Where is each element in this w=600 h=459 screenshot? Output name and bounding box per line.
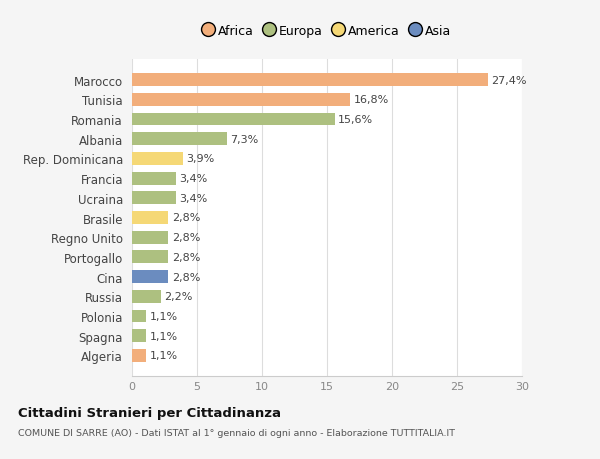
Text: 2,8%: 2,8% — [172, 272, 200, 282]
Bar — [132, 251, 169, 264]
Legend: Africa, Europa, America, Asia: Africa, Europa, America, Asia — [203, 25, 451, 38]
Bar — [132, 113, 335, 126]
Text: 7,3%: 7,3% — [230, 134, 259, 145]
Bar — [132, 290, 161, 303]
Text: 1,1%: 1,1% — [149, 311, 178, 321]
Text: Cittadini Stranieri per Cittadinanza: Cittadini Stranieri per Cittadinanza — [18, 406, 281, 419]
Bar — [132, 330, 146, 342]
Bar — [132, 349, 146, 362]
Bar — [132, 271, 169, 283]
Bar — [132, 153, 182, 165]
Bar — [132, 94, 350, 106]
Text: 3,4%: 3,4% — [179, 174, 208, 184]
Text: 3,4%: 3,4% — [179, 193, 208, 203]
Bar — [132, 192, 176, 205]
Bar — [132, 74, 488, 87]
Bar — [132, 133, 227, 146]
Text: COMUNE DI SARRE (AO) - Dati ISTAT al 1° gennaio di ogni anno - Elaborazione TUTT: COMUNE DI SARRE (AO) - Dati ISTAT al 1° … — [18, 428, 455, 437]
Text: 15,6%: 15,6% — [338, 115, 373, 125]
Text: 2,2%: 2,2% — [164, 291, 192, 302]
Text: 2,8%: 2,8% — [172, 252, 200, 263]
Text: 1,1%: 1,1% — [149, 351, 178, 361]
Text: 16,8%: 16,8% — [353, 95, 389, 105]
Text: 2,8%: 2,8% — [172, 233, 200, 243]
Text: 1,1%: 1,1% — [149, 331, 178, 341]
Bar — [132, 231, 169, 244]
Text: 3,9%: 3,9% — [186, 154, 214, 164]
Bar — [132, 172, 176, 185]
Bar — [132, 212, 169, 224]
Text: 2,8%: 2,8% — [172, 213, 200, 223]
Text: 27,4%: 27,4% — [491, 75, 527, 85]
Bar — [132, 310, 146, 323]
